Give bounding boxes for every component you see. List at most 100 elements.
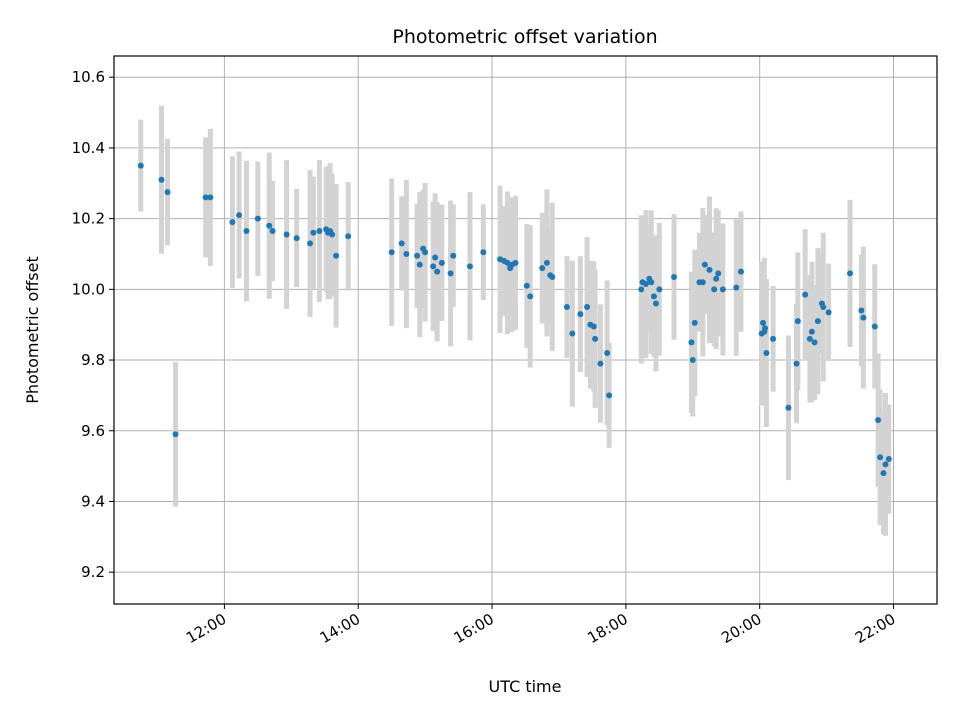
data-point — [236, 212, 243, 219]
data-point — [504, 259, 511, 266]
y-tick-label: 9.6 — [81, 422, 105, 440]
y-tick-label: 10.0 — [72, 280, 105, 298]
y-tick-label: 9.8 — [81, 351, 105, 369]
data-point — [202, 194, 209, 201]
data-point — [814, 318, 821, 325]
data-point — [293, 235, 300, 242]
data-point — [333, 252, 340, 259]
x-axis: 12:00 14:00 16:00 18:00 20:00 22:00 — [183, 604, 899, 647]
data-point — [811, 339, 818, 346]
data-point — [269, 228, 276, 235]
data-point — [713, 275, 720, 282]
data-point — [671, 273, 678, 280]
data-point — [563, 304, 570, 311]
data-point — [885, 456, 892, 463]
data-point — [656, 286, 663, 293]
data-point — [606, 392, 613, 399]
data-point — [590, 323, 597, 330]
y-tick-label: 10.2 — [72, 210, 105, 228]
data-point — [699, 279, 706, 286]
data-point — [577, 311, 584, 318]
data-point — [207, 194, 214, 201]
data-point — [480, 249, 487, 256]
data-point — [737, 268, 744, 275]
data-point — [794, 318, 801, 325]
data-point — [137, 162, 144, 169]
data-point — [648, 279, 655, 286]
data-point — [762, 325, 769, 332]
data-point — [388, 249, 395, 256]
y-tick-label: 10.6 — [72, 68, 105, 86]
y-tick-label: 9.2 — [81, 563, 105, 581]
data-point — [164, 189, 171, 196]
x-tick-label: 12:00 — [183, 610, 229, 647]
data-point — [398, 240, 405, 247]
x-tick-label: 18:00 — [584, 610, 630, 647]
data-point — [345, 233, 352, 240]
data-point — [719, 286, 726, 293]
data-point — [329, 231, 336, 238]
x-tick-label: 20:00 — [718, 610, 764, 647]
data-point — [316, 228, 323, 235]
plot-frame — [113, 55, 938, 605]
y-tick-label: 9.4 — [81, 492, 105, 510]
data-point — [438, 259, 445, 266]
data-point — [882, 461, 889, 468]
data-point — [434, 268, 441, 275]
error-bars — [138, 105, 892, 536]
data-point — [543, 259, 550, 266]
data-points — [137, 162, 892, 477]
y-tick-label: 10.4 — [72, 139, 105, 157]
data-point — [808, 328, 815, 335]
x-tick-label: 14:00 — [317, 610, 363, 647]
data-point — [523, 282, 530, 289]
x-tick-label: 22:00 — [852, 610, 898, 647]
data-point — [689, 357, 696, 364]
data-point — [638, 286, 645, 293]
data-point — [825, 309, 832, 316]
data-point — [539, 265, 546, 272]
data-point — [763, 349, 770, 356]
data-point — [642, 281, 649, 288]
data-point — [597, 360, 604, 367]
data-point — [466, 263, 473, 270]
data-point — [158, 176, 165, 183]
data-point — [569, 330, 576, 337]
data-point — [760, 319, 767, 326]
data-point — [688, 339, 695, 346]
x-tick-label: 16:00 — [451, 610, 497, 647]
data-point — [512, 259, 519, 266]
data-point — [604, 349, 611, 356]
data-point — [820, 304, 827, 311]
y-axis: 9.2 9.4 9.6 9.8 10.0 10.2 10.4 10.6 — [72, 68, 114, 581]
data-point — [650, 293, 657, 300]
chart-title: Photometric offset variation — [392, 26, 657, 48]
data-point — [877, 454, 884, 461]
data-point — [715, 270, 722, 277]
data-point — [414, 252, 421, 259]
data-point — [706, 266, 713, 273]
data-point — [652, 300, 659, 307]
data-point — [806, 335, 813, 342]
data-point — [871, 323, 878, 330]
data-point — [283, 231, 290, 238]
data-point — [802, 291, 809, 298]
data-point — [229, 219, 236, 226]
data-point — [584, 304, 591, 311]
data-point — [416, 261, 423, 268]
data-point — [307, 240, 314, 247]
data-point — [880, 470, 887, 477]
data-point — [711, 286, 718, 293]
data-point — [785, 404, 792, 411]
y-axis-title: Photometric offset — [23, 256, 42, 404]
data-point — [266, 222, 273, 229]
data-point — [770, 335, 777, 342]
data-point — [847, 270, 854, 277]
data-point — [733, 284, 740, 291]
data-point — [430, 263, 437, 270]
data-point — [310, 229, 317, 236]
x-axis-title: UTC time — [489, 677, 562, 696]
data-point — [254, 215, 261, 222]
data-point — [432, 254, 439, 261]
data-point — [860, 314, 867, 321]
